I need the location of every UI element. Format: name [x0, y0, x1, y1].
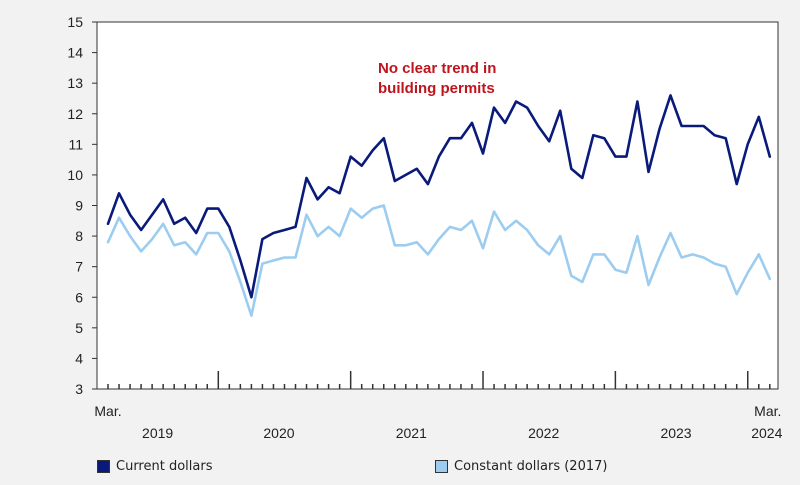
series-line-constant-dollars [106, 204, 772, 317]
y-tick-label-5: 5 [75, 320, 83, 336]
legend-swatch-current [97, 459, 110, 473]
legend-swatch-constant [435, 459, 448, 473]
y-axis: 3 4 5 6 7 8 9 10 11 12 13 14 15 [67, 14, 97, 397]
x-year-label-2024: 2024 [751, 425, 782, 441]
y-tick-label-11: 11 [68, 136, 83, 152]
y-tick-label-4: 4 [75, 350, 83, 366]
legend-item-current-dollars: Current dollars [97, 456, 212, 476]
x-year-label-2022: 2022 [528, 425, 559, 441]
legend-label-constant: Constant dollars (2017) [454, 458, 608, 474]
x-label-start-month: Mar. [94, 403, 121, 419]
legend-label-current: Current dollars [116, 458, 213, 474]
y-tick-label-6: 6 [75, 289, 83, 305]
x-year-label-2020: 2020 [263, 425, 294, 441]
series-layer [106, 94, 772, 317]
y-tick-label-13: 13 [67, 75, 83, 91]
y-tick-label-7: 7 [75, 259, 83, 275]
y-tick-label-15: 15 [67, 14, 83, 30]
x-year-label-2023: 2023 [660, 425, 691, 441]
x-year-label-2019: 2019 [142, 425, 173, 441]
legend-item-constant-dollars: Constant dollars (2017) [435, 456, 607, 476]
y-tick-label-8: 8 [75, 228, 83, 244]
y-tick-label-12: 12 [67, 106, 83, 122]
x-year-label-2021: 2021 [396, 425, 427, 441]
series-line-current-dollars [106, 94, 772, 299]
y-tick-label-9: 9 [75, 198, 83, 214]
y-tick-label-3: 3 [75, 381, 83, 397]
annotation-line-1: No clear trend in [378, 60, 496, 77]
y-tick-label-10: 10 [67, 167, 83, 183]
y-tick-label-14: 14 [67, 45, 83, 61]
x-axis: Mar. Mar. 2019 2020 2021 2022 2023 2024 [94, 371, 783, 441]
annotation-line-2: building permits [378, 80, 495, 97]
plot-area [96, 21, 779, 390]
x-label-end-month: Mar. [754, 403, 781, 419]
